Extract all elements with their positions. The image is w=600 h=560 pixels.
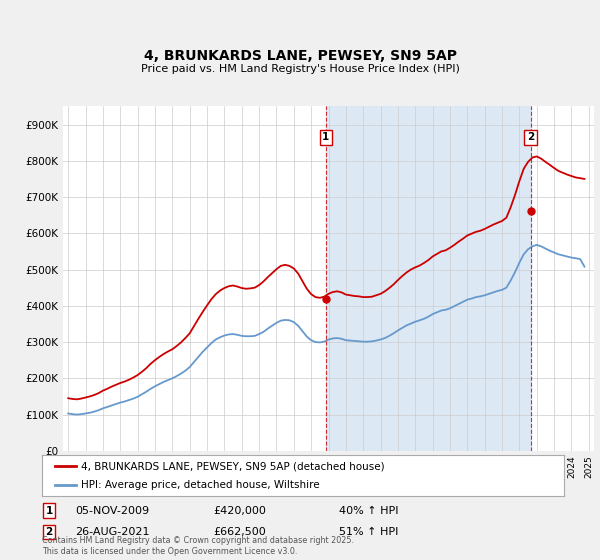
Text: 2: 2 bbox=[527, 132, 534, 142]
Text: 4, BRUNKARDS LANE, PEWSEY, SN9 5AP (detached house): 4, BRUNKARDS LANE, PEWSEY, SN9 5AP (deta… bbox=[81, 461, 385, 471]
Text: 2: 2 bbox=[46, 527, 53, 537]
Text: Contains HM Land Registry data © Crown copyright and database right 2025.
This d: Contains HM Land Registry data © Crown c… bbox=[42, 536, 354, 556]
Text: 26-AUG-2021: 26-AUG-2021 bbox=[75, 527, 149, 537]
Text: HPI: Average price, detached house, Wiltshire: HPI: Average price, detached house, Wilt… bbox=[81, 480, 320, 489]
Text: Price paid vs. HM Land Registry's House Price Index (HPI): Price paid vs. HM Land Registry's House … bbox=[140, 64, 460, 74]
Text: 51% ↑ HPI: 51% ↑ HPI bbox=[339, 527, 398, 537]
Text: 40% ↑ HPI: 40% ↑ HPI bbox=[339, 506, 398, 516]
Text: 1: 1 bbox=[322, 132, 329, 142]
Bar bbox=[326, 106, 530, 451]
Text: 1: 1 bbox=[46, 506, 53, 516]
Text: 4, BRUNKARDS LANE, PEWSEY, SN9 5AP: 4, BRUNKARDS LANE, PEWSEY, SN9 5AP bbox=[143, 49, 457, 63]
Text: 05-NOV-2009: 05-NOV-2009 bbox=[75, 506, 149, 516]
Text: £420,000: £420,000 bbox=[213, 506, 266, 516]
Text: £662,500: £662,500 bbox=[213, 527, 266, 537]
